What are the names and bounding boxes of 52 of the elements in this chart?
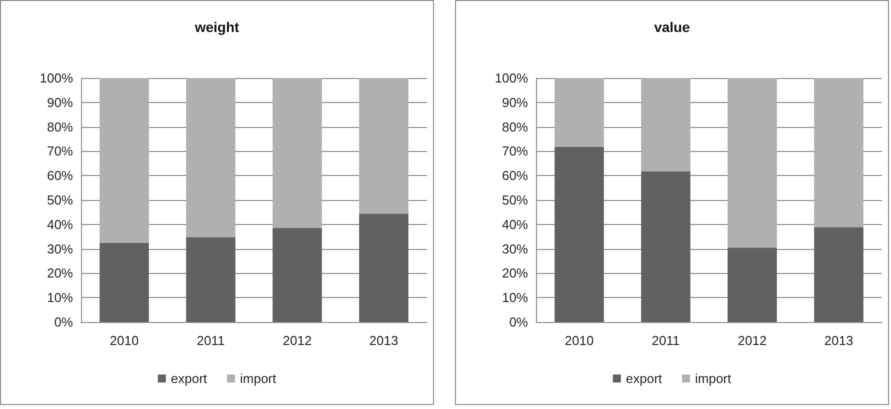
y-tick-label: 80% <box>502 119 528 134</box>
bar <box>814 78 864 228</box>
x-tick-label: 2010 <box>110 333 139 348</box>
legend-label: import <box>695 371 732 386</box>
y-tick-label: 30% <box>46 241 74 256</box>
bar <box>641 78 690 172</box>
y-tick-label: 50% <box>46 192 74 208</box>
bar <box>100 242 149 322</box>
x-tick-label: 2012 <box>282 333 312 348</box>
x-tick-label: 2012 <box>738 333 767 348</box>
bar <box>359 78 408 214</box>
y-tick-label: 30% <box>502 241 528 256</box>
y-tick-label: 10% <box>502 290 528 306</box>
bar <box>728 248 777 322</box>
bar <box>554 147 604 322</box>
x-tick-label: 2011 <box>196 333 225 348</box>
y-tick-label: 70% <box>46 144 74 159</box>
y-tick-label: 100% <box>494 70 528 86</box>
legend-label: export <box>170 371 208 386</box>
y-tick-label: 50% <box>502 192 528 208</box>
y-tick-label: 100% <box>40 70 74 86</box>
y-tick-label: 10% <box>46 290 74 306</box>
y-tick-label: 20% <box>46 266 74 281</box>
y-tick-label: 20% <box>502 266 528 281</box>
bar <box>814 227 864 322</box>
y-tick-label: 40% <box>46 216 74 232</box>
x-tick-label: 2013 <box>369 333 398 348</box>
y-tick-label: 70% <box>502 144 528 159</box>
x-tick-label: 2011 <box>652 333 680 348</box>
bar <box>641 171 690 322</box>
bar <box>100 78 149 243</box>
legend-label: import <box>240 371 277 386</box>
bar <box>272 78 322 228</box>
x-tick-label: 2010 <box>564 333 594 348</box>
y-tick-label: 60% <box>46 168 74 184</box>
bar <box>272 228 322 322</box>
y-tick-label: 0% <box>509 314 528 330</box>
chart-title: weight <box>194 19 240 35</box>
y-tick-label: 90% <box>46 94 74 110</box>
legend-label: export <box>626 371 662 386</box>
y-tick-label: 60% <box>502 168 528 184</box>
y-tick-label: 40% <box>502 216 528 232</box>
bar <box>728 78 777 248</box>
y-tick-label: 0% <box>54 314 74 330</box>
bar <box>186 237 236 322</box>
bar <box>359 214 408 322</box>
y-tick-label: 80% <box>46 119 74 134</box>
y-tick-label: 90% <box>502 94 528 110</box>
chart-title: value <box>654 19 690 35</box>
x-tick-label: 2013 <box>824 333 854 348</box>
bar <box>186 78 236 238</box>
bar <box>554 78 604 148</box>
